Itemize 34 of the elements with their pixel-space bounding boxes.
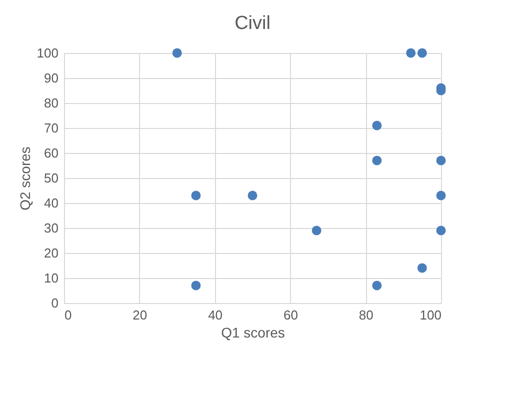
- point: [436, 226, 446, 236]
- chart-title: Civil: [234, 13, 270, 34]
- x-tick-label: 20: [132, 308, 148, 322]
- x-tick-label: 0: [64, 308, 72, 322]
- y-tick-label: 80: [44, 96, 58, 110]
- y-tick-label: 40: [44, 196, 58, 210]
- point: [191, 280, 201, 290]
- x-tick-label: 40: [208, 308, 223, 322]
- point: [436, 190, 446, 200]
- y-tick-label: 90: [44, 70, 58, 86]
- point: [417, 263, 427, 273]
- point: [417, 48, 427, 58]
- point: [191, 190, 201, 200]
- y-tick-label: 0: [51, 296, 58, 310]
- point: [372, 280, 382, 290]
- x-axis-title: Q1 scores: [221, 324, 285, 340]
- y-tick-label: 100: [36, 46, 58, 60]
- point: [312, 226, 322, 236]
- x-tick-label: 100: [420, 308, 442, 322]
- point: [372, 120, 382, 130]
- point: [372, 156, 382, 166]
- point: [406, 48, 416, 58]
- y-tick-label: 60: [44, 146, 58, 160]
- y-axis-title: Q2 scores: [16, 146, 33, 210]
- point: [436, 156, 446, 166]
- point: [172, 48, 182, 58]
- y-tick-label: 30: [44, 220, 58, 236]
- point: [248, 190, 258, 200]
- y-tick-label: 50: [44, 170, 58, 186]
- y-tick-label: 10: [44, 270, 58, 286]
- y-tick-label: 20: [44, 246, 58, 260]
- x-tick-label: 60: [283, 308, 298, 322]
- x-tick-label: 80: [358, 308, 374, 322]
- y-tick-label: 70: [44, 120, 58, 136]
